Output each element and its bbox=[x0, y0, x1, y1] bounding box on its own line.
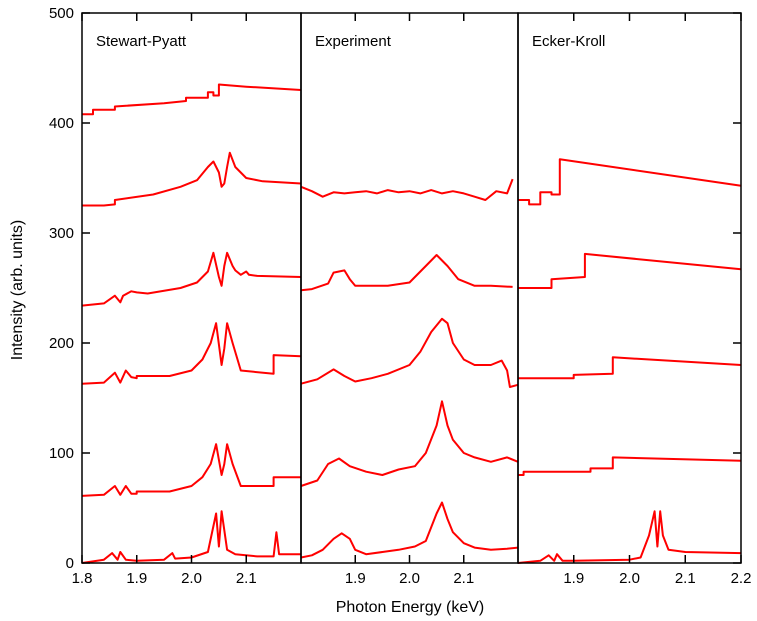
axes: Stewart-Pyatt 1.8 1.9 2.0 2.1 Experiment 1.9 2.… bbox=[49, 5, 751, 587]
panel-frame-1 bbox=[81, 12, 302, 564]
y-tick-label: 300 bbox=[49, 225, 74, 242]
y-tick-label: 400 bbox=[49, 115, 74, 132]
series-line-panel2-3 bbox=[300, 317, 519, 388]
x-tick-label: 2.1 bbox=[453, 570, 474, 587]
y-axis-label: Intensity (arb. units) bbox=[9, 220, 26, 361]
series-line-panel1-3 bbox=[81, 251, 302, 307]
x-tick-label: 2.1 bbox=[675, 570, 696, 587]
series-line-panel1-6 bbox=[81, 510, 301, 564]
series-line-panel3-5 bbox=[517, 510, 742, 564]
x-tick-label: 2.0 bbox=[399, 570, 420, 587]
x-tick-label: 1.9 bbox=[563, 570, 584, 587]
series-line-panel1-1 bbox=[82, 83, 302, 116]
series-line-panel3-3 bbox=[518, 356, 742, 380]
y-tick-label: 100 bbox=[49, 445, 74, 462]
x-tick-label: 2.0 bbox=[619, 570, 640, 587]
series-line-panel1-4 bbox=[81, 322, 302, 385]
series-line-panel2-5 bbox=[300, 501, 519, 559]
y-tick-label: 0 bbox=[66, 555, 74, 572]
series-line-panel1-5 bbox=[81, 443, 301, 497]
series-line-panel3-1 bbox=[518, 158, 742, 206]
panel-title-1: Stewart-Pyatt bbox=[96, 33, 187, 50]
x-tick-label: 1.8 bbox=[72, 570, 93, 587]
x-tick-label: 2.2 bbox=[731, 570, 752, 587]
series-line-panel2-2 bbox=[300, 254, 513, 292]
y-tick-label: 200 bbox=[49, 335, 74, 352]
series-line-panel3-4 bbox=[518, 456, 742, 476]
series-line-panel1-2 bbox=[82, 151, 302, 207]
panel-frame-2 bbox=[300, 12, 519, 564]
panel-title-2: Experiment bbox=[315, 33, 392, 50]
plot-area bbox=[81, 83, 742, 564]
x-tick-label: 1.9 bbox=[126, 570, 147, 587]
x-tick-label: 2.1 bbox=[236, 570, 257, 587]
series-line-panel3-2 bbox=[518, 252, 742, 289]
series-line-panel2-4 bbox=[300, 400, 519, 487]
panel-title-3: Ecker-Kroll bbox=[532, 33, 605, 50]
x-axis-label: Photon Energy (keV) bbox=[336, 599, 485, 616]
x-tick-label: 1.9 bbox=[345, 570, 366, 587]
series-line-panel2-1 bbox=[300, 178, 514, 201]
x-tick-label: 2.0 bbox=[181, 570, 202, 587]
y-tick-label: 500 bbox=[49, 5, 74, 22]
